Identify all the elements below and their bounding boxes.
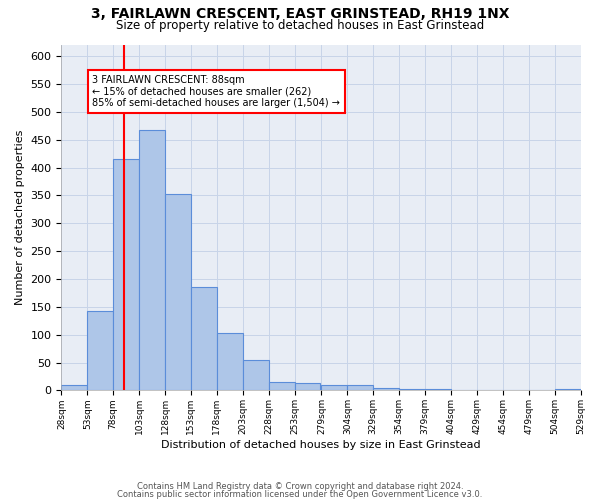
Bar <box>217 333 243 390</box>
Bar <box>243 360 269 390</box>
Bar <box>373 388 399 390</box>
Bar <box>347 386 373 390</box>
X-axis label: Distribution of detached houses by size in East Grinstead: Distribution of detached houses by size … <box>161 440 481 450</box>
Text: Contains HM Land Registry data © Crown copyright and database right 2024.: Contains HM Land Registry data © Crown c… <box>137 482 463 491</box>
Bar <box>554 389 581 390</box>
Text: 3 FAIRLAWN CRESCENT: 88sqm
← 15% of detached houses are smaller (262)
85% of sem: 3 FAIRLAWN CRESCENT: 88sqm ← 15% of deta… <box>92 74 340 108</box>
Bar <box>269 382 295 390</box>
Bar <box>191 288 217 391</box>
Bar <box>322 385 347 390</box>
Bar <box>113 158 139 390</box>
Text: 3, FAIRLAWN CRESCENT, EAST GRINSTEAD, RH19 1NX: 3, FAIRLAWN CRESCENT, EAST GRINSTEAD, RH… <box>91 8 509 22</box>
Bar <box>88 311 113 390</box>
Bar <box>61 385 88 390</box>
Bar <box>165 194 191 390</box>
Bar <box>295 383 320 390</box>
Text: Size of property relative to detached houses in East Grinstead: Size of property relative to detached ho… <box>116 19 484 32</box>
Text: Contains public sector information licensed under the Open Government Licence v3: Contains public sector information licen… <box>118 490 482 499</box>
Bar <box>139 130 165 390</box>
Y-axis label: Number of detached properties: Number of detached properties <box>15 130 25 306</box>
Bar <box>399 389 425 390</box>
